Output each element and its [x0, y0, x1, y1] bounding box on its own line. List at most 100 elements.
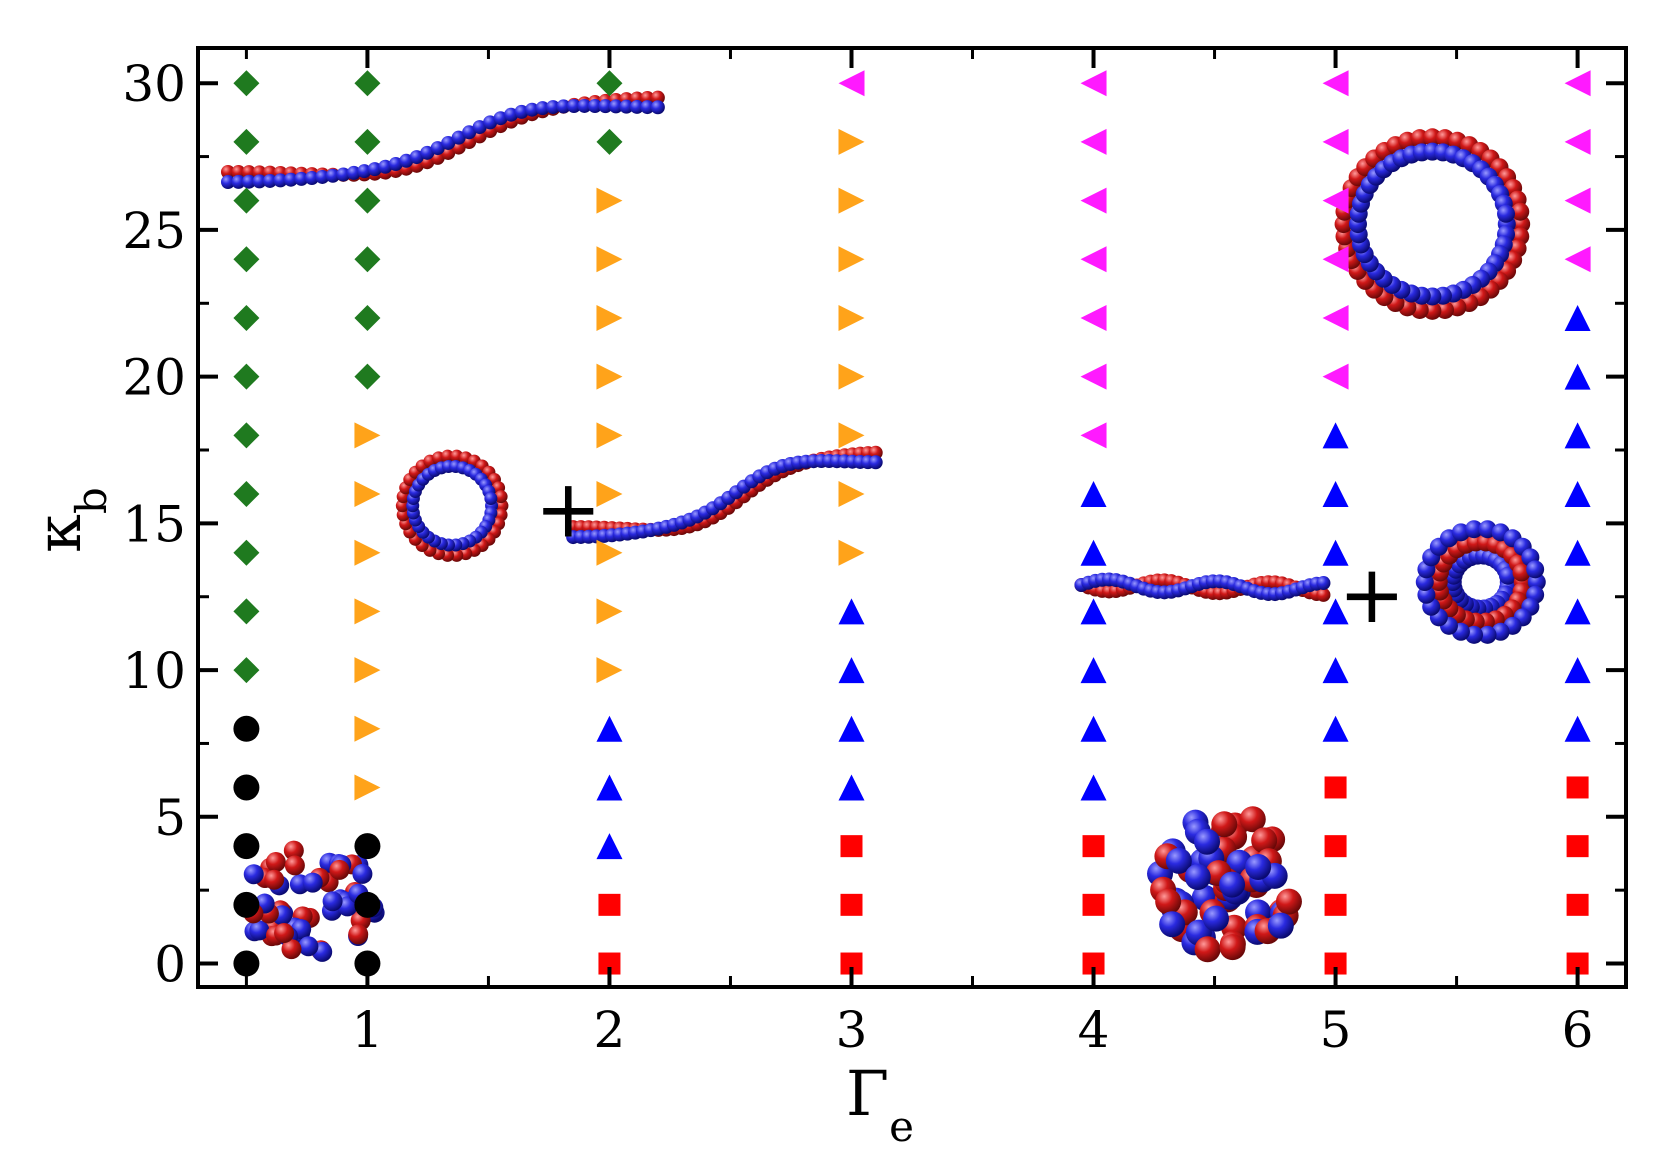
marker-orange-right-triangle — [596, 246, 623, 273]
marker-orange-right-triangle — [838, 304, 865, 331]
blue-bead — [1245, 854, 1272, 881]
red-bead — [264, 869, 285, 890]
marker-green-diamond — [233, 539, 260, 566]
marker-red-square — [598, 893, 621, 916]
marker-orange-right-triangle — [354, 539, 381, 566]
y-tick-label: 20 — [122, 349, 186, 407]
red-bead — [329, 859, 350, 880]
x-axis-label-symbol: Γ — [846, 1057, 889, 1130]
plus-sign: + — [535, 463, 602, 556]
marker-magenta-left-triangle — [1080, 246, 1107, 273]
marker-red-square — [840, 835, 863, 858]
blue-bead — [484, 492, 498, 506]
marker-black-circle — [354, 950, 381, 977]
marker-magenta-left-triangle — [1322, 128, 1349, 155]
blue-bead — [629, 99, 644, 114]
x-tick-label: 2 — [594, 1001, 626, 1059]
marker-orange-right-triangle — [596, 304, 623, 331]
marker-green-diamond — [354, 70, 381, 97]
blue-bead — [608, 99, 623, 114]
red-bead — [1194, 936, 1221, 963]
y-tick-label: 0 — [154, 936, 186, 994]
marker-red-square — [1324, 952, 1347, 975]
marker-magenta-left-triangle — [1564, 246, 1591, 273]
marker-magenta-left-triangle — [1080, 128, 1107, 155]
marker-orange-right-triangle — [596, 657, 623, 684]
blue-bead — [294, 171, 309, 186]
red-bead — [1275, 888, 1302, 915]
ring-top-right — [1334, 128, 1531, 320]
blue-bead — [409, 150, 424, 165]
marker-orange-right-triangle — [596, 363, 623, 390]
blue-bead — [367, 162, 382, 177]
blue-bead — [315, 169, 330, 184]
blue-bead — [249, 920, 270, 941]
marker-red-square — [598, 952, 621, 975]
y-tick-label: 25 — [122, 202, 186, 260]
marker-blue-up-triangle — [1564, 657, 1591, 684]
blue-bead — [462, 125, 477, 140]
marker-orange-right-triangle — [838, 128, 865, 155]
x-tick-label: 3 — [836, 1001, 868, 1059]
marker-red-square — [1082, 893, 1105, 916]
marker-blue-up-triangle — [1322, 481, 1349, 508]
red-bead — [1219, 934, 1246, 961]
marker-green-diamond — [233, 422, 260, 449]
blue-bead — [1184, 864, 1211, 891]
blue-bead — [283, 172, 298, 187]
marker-magenta-left-triangle — [1080, 304, 1107, 331]
marker-magenta-left-triangle — [1080, 187, 1107, 214]
blue-bead — [357, 164, 372, 179]
blue-bead — [1465, 520, 1484, 539]
marker-red-square — [1566, 952, 1589, 975]
blue-bead — [1219, 871, 1246, 898]
marker-red-square — [840, 893, 863, 916]
marker-orange-right-triangle — [596, 539, 623, 566]
marker-orange-right-triangle — [354, 481, 381, 508]
blue-bead — [577, 98, 592, 113]
blue-bead — [243, 864, 264, 885]
blue-bead — [556, 99, 571, 114]
marker-blue-up-triangle — [838, 715, 865, 742]
blue-bead — [231, 174, 246, 189]
blue-bead — [1316, 576, 1331, 591]
marker-blue-up-triangle — [1322, 422, 1349, 449]
twisted-strand-right — [1074, 572, 1331, 602]
marker-green-diamond — [596, 128, 623, 155]
marker-orange-right-triangle — [354, 715, 381, 742]
marker-orange-right-triangle — [838, 539, 865, 566]
marker-black-circle — [233, 950, 260, 977]
y-axis-label: κb — [22, 487, 116, 553]
y-tick-label: 5 — [154, 789, 186, 847]
marker-magenta-left-triangle — [1322, 70, 1349, 97]
marker-blue-up-triangle — [1322, 715, 1349, 742]
marker-magenta-left-triangle — [838, 70, 865, 97]
marker-blue-up-triangle — [838, 657, 865, 684]
red-bead — [1512, 563, 1531, 582]
marker-blue-up-triangle — [1080, 539, 1107, 566]
plus-sign: + — [1338, 548, 1405, 641]
blue-bead — [352, 863, 373, 884]
marker-magenta-left-triangle — [1322, 246, 1349, 273]
red-bead — [274, 923, 295, 944]
marker-orange-right-triangle — [354, 598, 381, 625]
marker-orange-right-triangle — [354, 422, 381, 449]
y-tick-label: 10 — [122, 642, 186, 700]
marker-magenta-left-triangle — [1564, 70, 1591, 97]
red-bead — [1316, 587, 1331, 602]
red-bead — [231, 165, 246, 180]
blue-bead — [472, 120, 487, 135]
blue-bead — [1165, 847, 1192, 874]
marker-green-diamond — [233, 598, 260, 625]
plot-frame — [196, 46, 1628, 989]
blue-bead — [325, 168, 340, 183]
red-bead — [221, 165, 235, 180]
marker-green-diamond — [354, 128, 381, 155]
blue-bead — [336, 167, 351, 182]
blue-bead — [525, 102, 540, 117]
x-tick-label: 4 — [1078, 1001, 1110, 1059]
toroid-right — [1415, 520, 1546, 644]
marker-green-diamond — [233, 128, 260, 155]
blue-bead — [420, 145, 435, 160]
